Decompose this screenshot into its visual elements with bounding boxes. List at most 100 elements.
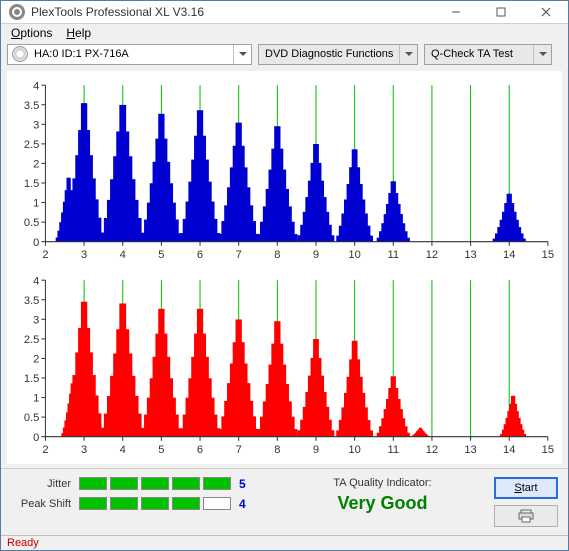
svg-text:2.5: 2.5 [24,334,39,346]
indicator-block [110,477,138,490]
disc-icon [12,46,28,62]
svg-text:14: 14 [503,444,515,456]
quality-label: TA Quality Indicator: [291,477,474,489]
start-button[interactable]: Start [494,477,558,499]
svg-text:2: 2 [42,249,48,261]
svg-text:3: 3 [81,444,87,456]
bottom-chart: 0 0.5 1 1.5 2 2.5 3 3.5 4 2 3 4 5 6 7 8 9 10 11 12 13 14 15 [11,274,558,459]
chevron-down-icon [399,45,417,64]
svg-text:0: 0 [33,237,39,249]
svg-text:1: 1 [33,393,39,405]
toolbar: HA:0 ID:1 PX-716A DVD Diagnostic Functio… [1,42,568,67]
svg-text:1.5: 1.5 [24,178,39,190]
minimize-button[interactable] [433,1,478,23]
metrics: Jitter 5 Peak Shift 4 [11,477,271,511]
svg-text:12: 12 [426,444,438,456]
svg-text:9: 9 [313,249,319,261]
test-label: Q-Check TA Test [431,48,533,60]
close-icon [541,7,551,17]
jitter-blocks [79,477,231,490]
svg-text:2: 2 [42,444,48,456]
titlebar: PlexTools Professional XL V3.16 [1,1,568,24]
svg-text:3: 3 [33,315,39,327]
maximize-button[interactable] [478,1,523,23]
svg-text:0.5: 0.5 [24,412,39,424]
svg-text:2: 2 [33,158,39,170]
svg-text:9: 9 [313,444,319,456]
svg-text:4: 4 [120,444,126,456]
svg-text:3: 3 [33,119,39,131]
svg-text:6: 6 [197,444,203,456]
window-title: PlexTools Professional XL V3.16 [31,5,433,19]
svg-text:4: 4 [120,249,126,261]
svg-text:7: 7 [236,444,242,456]
indicator-block [172,497,200,510]
svg-text:8: 8 [274,444,280,456]
indicator-block [79,497,107,510]
maximize-icon [496,7,506,17]
svg-text:0: 0 [33,432,39,444]
svg-text:5: 5 [158,444,164,456]
svg-text:1: 1 [33,198,39,210]
test-selector[interactable]: Q-Check TA Test [424,44,552,65]
svg-text:4: 4 [33,80,39,92]
svg-text:14: 14 [503,249,515,261]
bottom-panel: Jitter 5 Peak Shift 4 TA Quality Indicat… [1,468,568,535]
actions: Start [494,477,558,527]
svg-text:10: 10 [348,249,360,261]
svg-text:15: 15 [542,444,554,456]
svg-text:12: 12 [426,249,438,261]
quality-value: Very Good [291,493,474,514]
function-label: DVD Diagnostic Functions [265,48,399,60]
indicator-block [141,497,169,510]
indicator-block [110,497,138,510]
drive-label: HA:0 ID:1 PX-716A [32,48,233,60]
chart-area: 00.511.522.533.5423456789101112131415 00… [7,71,562,464]
svg-text:11: 11 [387,249,399,261]
indicator-block [203,477,231,490]
svg-text:4: 4 [33,276,39,288]
window-controls [433,1,568,23]
peakshift-label: Peak Shift [11,498,71,510]
app-icon [9,4,25,20]
peakshift-row: Peak Shift 4 [11,497,271,511]
peakshift-blocks [79,497,231,510]
svg-text:3: 3 [81,249,87,261]
jitter-row: Jitter 5 [11,477,271,491]
peakshift-value: 4 [239,497,246,511]
svg-text:13: 13 [464,249,476,261]
printer-icon [518,508,534,524]
status-text: Ready [7,537,39,549]
svg-text:11: 11 [387,444,399,456]
indicator-block [172,477,200,490]
svg-text:2.5: 2.5 [24,139,39,151]
jitter-label: Jitter [11,478,71,490]
svg-text:7: 7 [236,249,242,261]
svg-text:3.5: 3.5 [24,295,39,307]
statusbar: Ready [1,535,568,550]
chevron-down-icon [533,45,551,64]
function-selector[interactable]: DVD Diagnostic Functions [258,44,418,65]
menubar: Options Help [1,24,568,42]
svg-text:6: 6 [197,249,203,261]
quality-indicator: TA Quality Indicator: Very Good [291,477,474,514]
svg-text:8: 8 [274,249,280,261]
print-button[interactable] [494,505,558,527]
svg-text:13: 13 [464,444,476,456]
indicator-block [79,477,107,490]
menu-help[interactable]: Help [60,24,97,42]
svg-text:1.5: 1.5 [24,373,39,385]
drive-selector[interactable]: HA:0 ID:1 PX-716A [7,44,252,65]
svg-text:5: 5 [158,249,164,261]
chevron-down-icon [233,45,251,64]
close-button[interactable] [523,1,568,23]
jitter-value: 5 [239,477,246,491]
svg-text:10: 10 [348,444,360,456]
indicator-block [203,497,231,510]
top-chart: 0 0.5 1 1.5 2 2.5 3 3.5 4 2 3 4 5 6 7 8 9 10 11 12 13 14 15 [11,79,558,264]
svg-text:2: 2 [33,354,39,366]
svg-text:3.5: 3.5 [24,100,39,112]
svg-text:0.5: 0.5 [24,217,39,229]
menu-options[interactable]: Options [5,24,58,42]
svg-text:15: 15 [542,249,554,261]
